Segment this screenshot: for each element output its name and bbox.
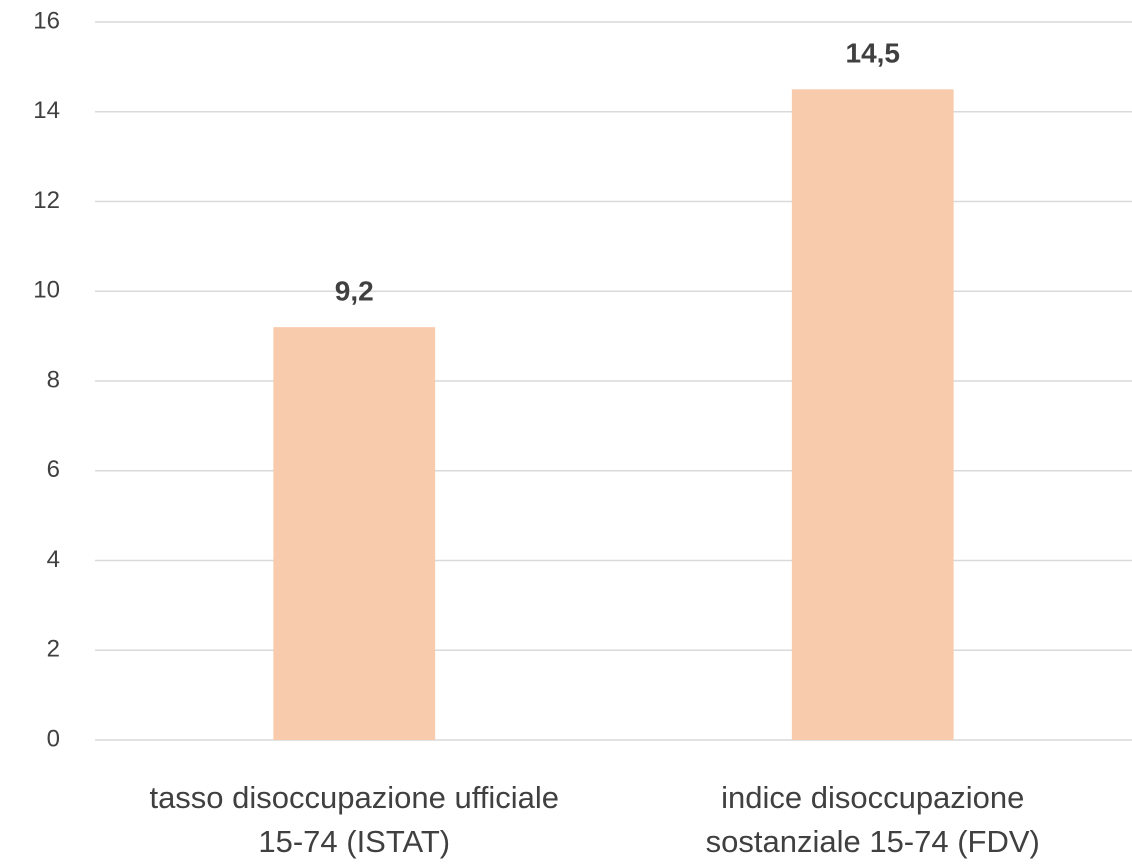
- bar: [273, 327, 436, 740]
- y-tick-label: 2: [47, 636, 60, 663]
- y-tick-label: 6: [47, 456, 60, 483]
- y-tick-label: 14: [33, 97, 60, 124]
- y-tick-label: 10: [33, 277, 60, 304]
- x-tick-label-line: indice disoccupazione: [721, 780, 1024, 815]
- y-tick-label: 16: [33, 7, 60, 34]
- y-tick-label: 0: [47, 725, 60, 752]
- bar: [791, 89, 954, 740]
- y-tick-label: 12: [33, 187, 60, 214]
- y-tick-label: 4: [47, 546, 60, 573]
- data-label: 14,5: [846, 38, 901, 69]
- x-tick-label-line: sostanziale 15-74 (FDV): [706, 824, 1040, 859]
- x-tick-label-line: 15-74 (ISTAT): [258, 824, 450, 859]
- x-tick-label-line: tasso disoccupazione ufficiale: [149, 780, 559, 815]
- data-label: 9,2: [335, 276, 374, 307]
- x-tick-label: tasso disoccupazione ufficiale 15-74 (IST…: [149, 780, 559, 859]
- y-tick-label: 8: [47, 366, 60, 393]
- x-tick-label: indice disoccupazione sostanziale 15-74 (…: [706, 780, 1040, 859]
